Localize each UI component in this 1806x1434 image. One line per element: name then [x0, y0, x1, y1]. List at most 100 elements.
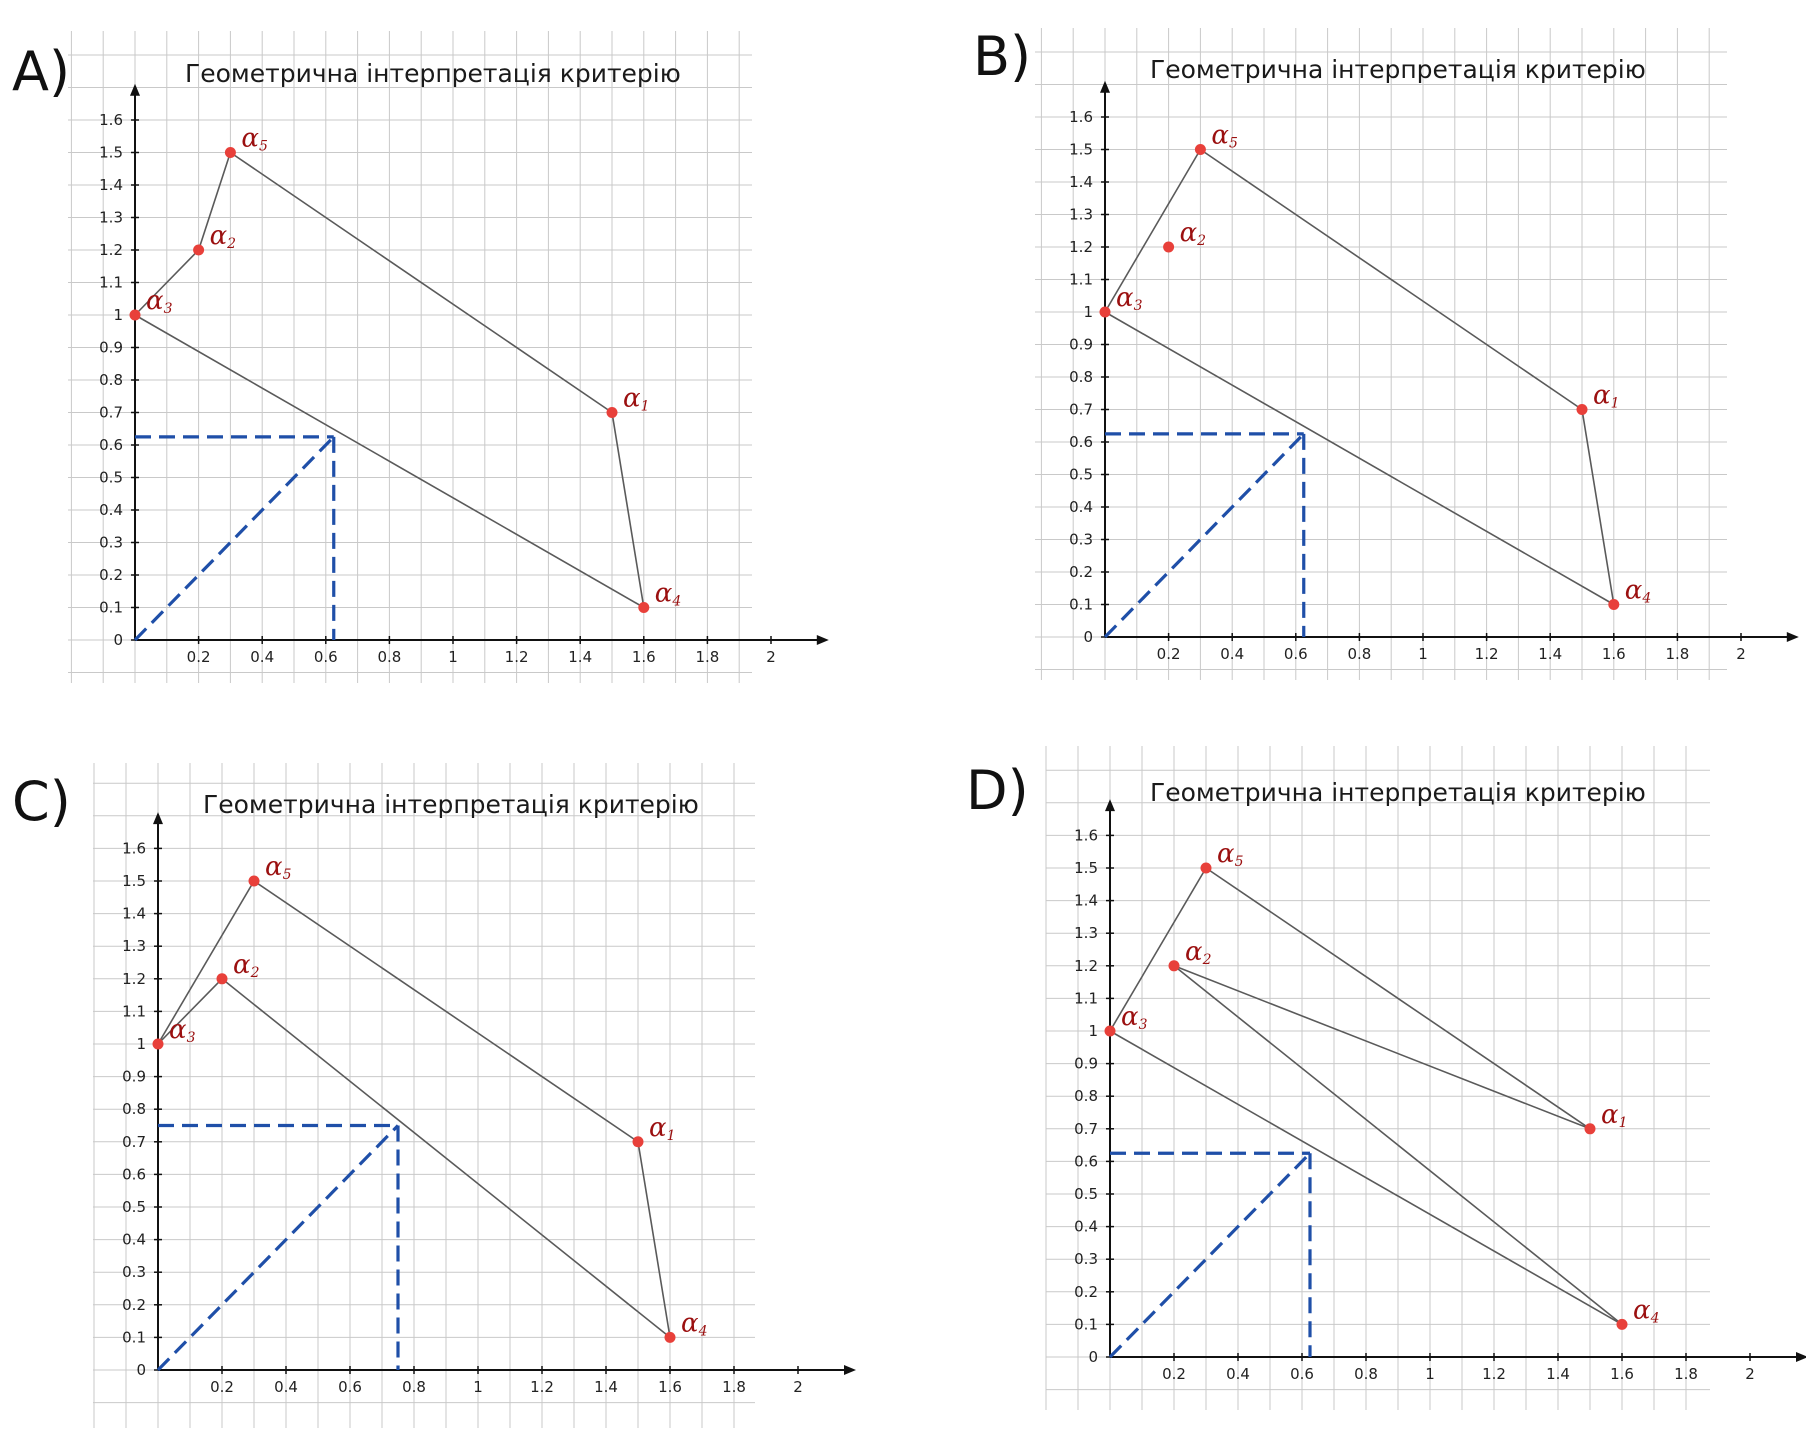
edge-alpha4-alpha2 — [221, 978, 671, 1339]
chart-a: Геометрична інтерпретація критерію 0.2 0.4… — [68, 31, 829, 683]
y-axis-arrow — [153, 812, 163, 825]
x-tick-label: 1.8 — [1665, 645, 1689, 663]
point-label-alpha3: α3 — [1121, 1002, 1148, 1033]
y-tick-label: 0 — [1088, 1348, 1098, 1366]
point-alpha4 — [664, 1331, 676, 1343]
point-alpha3 — [1099, 306, 1111, 318]
point-alpha5 — [248, 875, 260, 887]
edge-alpha1-alpha4 — [637, 1141, 671, 1338]
edge-alpha5-alpha1 — [229, 151, 613, 414]
x-tick-label: 2 — [793, 1378, 803, 1396]
y-tick-label: 1 — [113, 306, 123, 324]
x-axis-arrow — [1786, 632, 1799, 642]
edge-alpha1-alpha2 — [1173, 965, 1591, 1130]
x-tick-label: 1.8 — [722, 1378, 746, 1396]
chart-title: Геометрична інтерпретація критерію — [1150, 55, 1646, 84]
dashed-diagonal — [156, 1124, 400, 1372]
y-tick-label: 1.2 — [99, 241, 123, 259]
point-alpha3 — [129, 309, 141, 321]
y-tick-label: 0.4 — [1069, 498, 1093, 516]
y-tick-label: 0.9 — [1074, 1055, 1098, 1073]
edge-alpha2-alpha5 — [197, 152, 232, 251]
y-tick-label: 0.7 — [122, 1133, 146, 1151]
chart-d: Геометрична інтерпретація критерію 0.2 0.4… — [1045, 746, 1806, 1410]
y-tick-label: 0.5 — [1074, 1185, 1098, 1203]
x-tick-label: 1.8 — [1674, 1365, 1698, 1383]
x-tick-label: 0.4 — [250, 648, 274, 666]
x-tick-label: 0.2 — [1162, 1365, 1186, 1383]
y-tick-label: 0.1 — [1069, 596, 1093, 614]
point-label-alpha2: α2 — [1185, 937, 1212, 968]
y-tick-label: 0.2 — [99, 566, 123, 584]
point-label-alpha4: α4 — [1633, 1295, 1659, 1326]
dashed-diagonal — [1103, 432, 1305, 639]
y-tick-label: 1.5 — [1074, 859, 1098, 877]
point-label-alpha5: α5 — [241, 124, 268, 155]
grid — [68, 31, 752, 683]
y-tick-label: 0.6 — [99, 436, 123, 454]
point-alpha2 — [216, 973, 228, 985]
y-tick-label: 0.3 — [1069, 531, 1093, 549]
x-tick-label: 1.6 — [1610, 1365, 1634, 1383]
x-axis-arrow — [816, 635, 829, 645]
y-tick-label: 1.2 — [122, 970, 146, 988]
x-tick-label: 1 — [448, 648, 458, 666]
x-tick-label: 1.4 — [1546, 1365, 1570, 1383]
y-tick-label: 0.5 — [1069, 466, 1093, 484]
x-tick-label: 0.4 — [1220, 645, 1244, 663]
point-label-alpha1: α1 — [623, 384, 649, 415]
y-tick-label: 0 — [136, 1361, 146, 1379]
edge-alpha5-alpha1 — [253, 880, 639, 1143]
point-label-alpha1: α1 — [1593, 381, 1619, 412]
x-tick-label: 1.6 — [1602, 645, 1626, 663]
y-tick-label: 1.1 — [122, 1002, 146, 1020]
chart-panel-c[interactable]: C) Геометрична інтерпретація критерію 0.2… — [10, 755, 856, 1430]
grid — [1045, 746, 1710, 1410]
y-tick-label: 1.6 — [122, 839, 146, 857]
y-tick-label: 1.6 — [99, 111, 123, 129]
y-tick-label: 0.6 — [1074, 1152, 1098, 1170]
chart-panel-d[interactable]: D) Геометрична інтерпретація критерію 0.2… — [966, 742, 1806, 1412]
x-tick-label: 0.8 — [1354, 1365, 1378, 1383]
edge-alpha4-alpha3 — [134, 314, 645, 609]
y-tick-label: 0.9 — [1069, 336, 1093, 354]
chart-panel-a[interactable]: A) Геометрична інтерпретація критерію 0.2… — [10, 25, 829, 685]
point-label-alpha5: α5 — [1211, 121, 1238, 152]
x-tick-label: 0.6 — [338, 1378, 362, 1396]
y-tick-label: 0.4 — [122, 1231, 146, 1249]
y-tick-label: 1.3 — [1074, 924, 1098, 942]
y-tick-label: 0.2 — [1074, 1283, 1098, 1301]
x-tick-label: 0.6 — [314, 648, 338, 666]
edge-alpha1-alpha4 — [1581, 409, 1615, 605]
y-tick-label: 1.4 — [122, 905, 146, 923]
edge-alpha2-alpha4 — [1173, 965, 1623, 1326]
edge-alpha2-alpha3 — [157, 978, 223, 1045]
x-tick-label: 1.4 — [1538, 645, 1562, 663]
edge-alpha5-alpha1 — [1199, 148, 1583, 411]
y-tick-label: 0.6 — [1069, 433, 1093, 451]
y-tick-label: 1.1 — [1069, 271, 1093, 289]
point-label-alpha4: α4 — [681, 1308, 707, 1339]
y-tick-label: 1.5 — [99, 144, 123, 162]
x-tick-label: 0.2 — [1157, 645, 1181, 663]
x-tick-label: 0.6 — [1290, 1365, 1314, 1383]
y-tick-label: 0.2 — [122, 1296, 146, 1314]
chart-title: Геометрична інтерпретація критерію — [1150, 778, 1646, 807]
y-tick-label: 1.3 — [1069, 206, 1093, 224]
x-tick-label: 1.2 — [1475, 645, 1499, 663]
y-tick-label: 0.1 — [1074, 1315, 1098, 1333]
y-tick-label: 1 — [136, 1035, 146, 1053]
edge-alpha3-alpha2 — [134, 249, 200, 316]
point-alpha3 — [152, 1038, 164, 1050]
y-tick-label: 1.4 — [99, 176, 123, 194]
x-tick-label: 0.2 — [210, 1378, 234, 1396]
y-tick-label: 1.6 — [1074, 826, 1098, 844]
x-tick-label: 2 — [766, 648, 776, 666]
point-label-alpha1: α1 — [1601, 1100, 1627, 1131]
x-tick-label: 2 — [1736, 645, 1746, 663]
chart-panel-b[interactable]: B) Геометрична інтерпретація критерію 0.2… — [973, 22, 1799, 682]
edge-alpha1-alpha4 — [611, 412, 645, 608]
y-tick-label: 0.1 — [99, 599, 123, 617]
y-tick-label: 1.2 — [1069, 238, 1093, 256]
